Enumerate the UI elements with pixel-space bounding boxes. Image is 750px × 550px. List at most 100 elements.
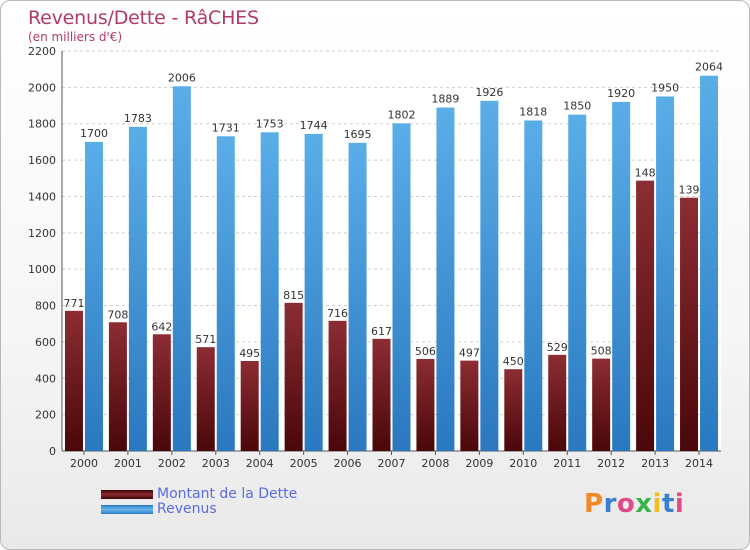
bar-debt-2007 [372,338,391,451]
x-tick-label-2007: 2007 [378,457,406,470]
plot-area [62,51,721,451]
data-label-revenue-2009: 1926 [475,86,503,99]
bar-debt-2013 [636,180,655,452]
chart-title: Revenus/Dette - RâCHES [28,7,259,29]
bar-revenue-2011 [568,114,587,452]
bar-revenue-2014 [700,75,719,452]
y-tick-label: 1600 [28,154,56,167]
data-label-revenue-2004: 1753 [256,117,284,130]
bar-debt-2002 [152,334,171,451]
x-tick-label-2001: 2001 [114,457,142,470]
logo-letter: t [661,489,675,519]
bar-debt-2011 [548,354,567,451]
bar-revenue-2005 [304,133,323,451]
legend-label-debt: Montant de la Dette [157,486,298,502]
x-tick-label-2006: 2006 [334,457,362,470]
data-label-debt-2011: 529 [547,341,568,354]
data-label-debt-2003: 571 [195,333,216,346]
bar-revenue-2008 [436,107,455,451]
data-label-revenue-2002: 2006 [168,71,196,84]
y-tick-label: 1200 [28,227,56,240]
y-tick-label: 400 [35,372,56,385]
bar-revenue-2000 [84,141,103,451]
bar-revenue-2002 [172,86,191,451]
data-label-debt-2006: 716 [327,307,348,320]
x-tick-label-2013: 2013 [641,457,669,470]
bar-revenue-2004 [260,132,279,452]
bar-debt-2001 [108,322,127,451]
data-label-revenue-2008: 1889 [431,93,459,106]
data-label-revenue-2012: 1920 [607,87,635,100]
x-tick-label-2010: 2010 [509,457,537,470]
bar-debt-2000 [64,310,83,451]
y-tick-label: 800 [35,300,56,313]
data-label-revenue-2010: 1818 [519,105,547,118]
bar-revenue-2009 [480,100,499,452]
bar-revenue-2006 [348,142,367,451]
logo-letter: P [584,489,604,519]
logo-letter: x [635,489,653,519]
y-tick-label: 200 [35,409,56,422]
y-tick-label: 1000 [28,263,56,276]
bar-revenue-2013 [656,96,675,452]
data-label-revenue-2007: 1802 [388,108,416,121]
data-label-revenue-2014: 2064 [695,61,723,74]
proxiti-logo: Proxiti [584,489,684,519]
bar-revenue-2003 [216,136,235,452]
bar-revenue-2007 [392,123,411,451]
x-tick-label-2005: 2005 [290,457,318,470]
data-label-debt-2009: 497 [459,347,480,360]
data-label-revenue-2003: 1731 [212,121,240,134]
bar-revenue-2012 [612,101,631,451]
data-label-debt-2002: 642 [151,320,172,333]
y-tick-label: 2200 [28,45,56,58]
bar-debt-2009 [460,360,479,451]
x-tick-label-2008: 2008 [421,457,449,470]
y-tick-label: 2000 [28,81,56,94]
data-label-debt-2008: 506 [415,345,436,358]
x-tick-label-2012: 2012 [597,457,625,470]
logo-letter: o [616,489,636,519]
bar-debt-2003 [196,347,215,451]
data-label-debt-2014: 139 [679,184,700,197]
y-tick-label: 1800 [28,118,56,131]
bar-debt-2012 [592,358,611,451]
data-label-debt-2004: 495 [239,347,260,360]
data-label-revenue-2011: 1850 [563,100,591,113]
data-label-debt-2001: 708 [107,308,128,321]
data-label-debt-2000: 771 [63,297,84,310]
data-label-debt-2012: 508 [591,345,612,358]
x-tick-label-2009: 2009 [465,457,493,470]
x-tick-label-2003: 2003 [202,457,230,470]
y-tick-label: 600 [35,336,56,349]
data-label-revenue-2013: 1950 [651,81,679,94]
bar-debt-2006 [328,320,347,451]
legend-swatch-debt [101,490,153,499]
bar-revenue-2010 [524,120,543,452]
data-label-debt-2010: 450 [503,355,524,368]
y-tick-label: 1400 [28,190,56,203]
chart-subtitle: (en milliers d'€) [28,30,123,44]
data-label-revenue-2005: 1744 [300,119,328,132]
data-label-debt-2005: 815 [283,289,304,302]
x-tick-label-2011: 2011 [553,457,581,470]
bar-debt-2008 [416,359,435,451]
x-tick-label-2000: 2000 [70,457,98,470]
bar-debt-2010 [504,369,523,451]
bar-revenue-2001 [128,126,147,452]
data-label-revenue-2000: 1700 [80,127,108,140]
y-tick-label: 0 [49,445,56,458]
x-tick-label-2014: 2014 [685,457,713,470]
legend-swatch-revenue [101,505,153,514]
logo-letter: i [652,489,662,519]
x-tick-label-2004: 2004 [246,457,274,470]
logo-letter: r [603,489,617,519]
logo-letter: i [674,489,685,519]
legend-label-revenue: Revenus [157,501,217,517]
data-label-debt-2013: 148 [635,167,656,180]
data-label-debt-2007: 617 [371,325,392,338]
bar-debt-2005 [284,302,303,451]
data-label-revenue-2006: 1695 [344,128,372,141]
